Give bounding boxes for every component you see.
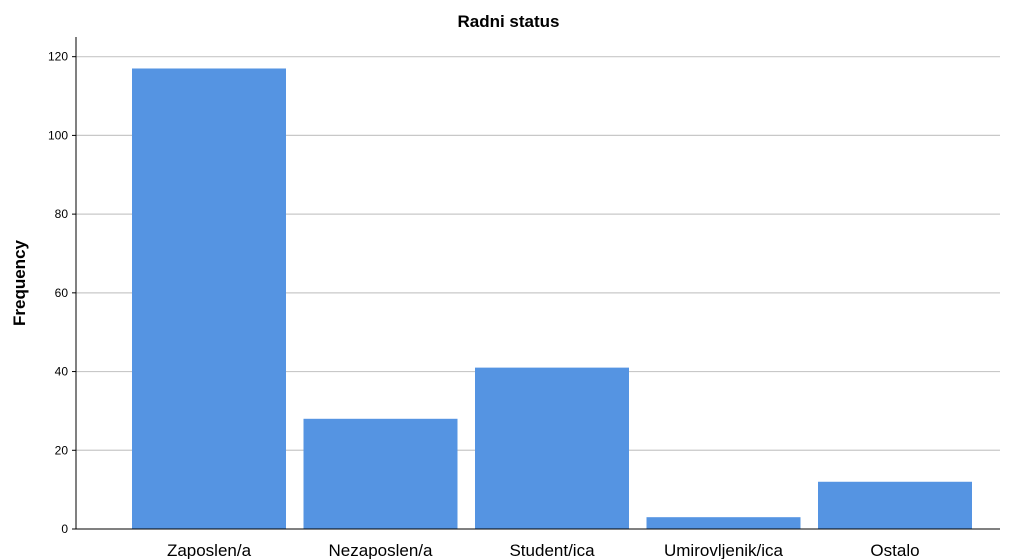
x-tick-label: Nezaposlen/a [329, 541, 434, 559]
y-tick-label: 120 [48, 50, 68, 64]
bar [475, 367, 629, 529]
bar [303, 418, 458, 529]
y-tick-label: 100 [48, 128, 68, 142]
bar [818, 481, 972, 529]
x-tick-label: Ostalo [870, 541, 919, 559]
x-tick-labels: Zaposlen/a Nezaposlen/a Student/ica Umirovl… [167, 541, 920, 559]
bar [646, 517, 801, 529]
x-tick-label: Student/ica [509, 541, 595, 559]
chart-title: Radni status [457, 12, 560, 31]
y-tick-label: 60 [55, 286, 69, 300]
bar [132, 68, 286, 529]
y-tick-label: 80 [55, 207, 69, 221]
axes [72, 37, 1000, 530]
y-tick-label: 0 [61, 522, 68, 536]
y-tick-label: 40 [55, 365, 69, 379]
x-tick-label: Zaposlen/a [167, 541, 252, 559]
bars [132, 68, 972, 529]
y-tick-labels: 0 20 40 60 80 100 120 [48, 50, 68, 536]
x-tick-label: Umirovljenik/ica [664, 541, 784, 559]
y-tick-label: 20 [55, 443, 69, 457]
